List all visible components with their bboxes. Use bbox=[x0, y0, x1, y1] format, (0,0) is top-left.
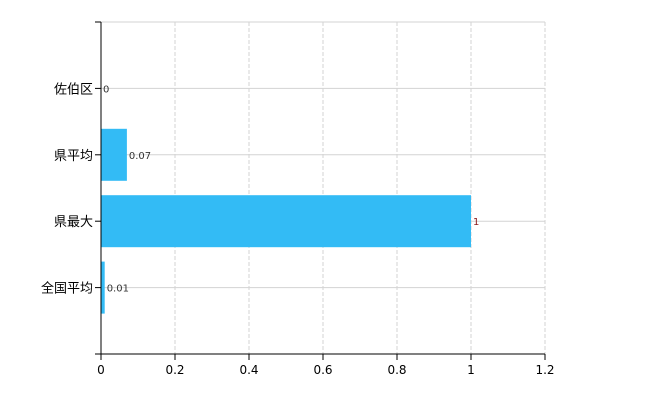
data-label: 0 bbox=[103, 84, 109, 95]
data-label: 0.01 bbox=[107, 284, 129, 295]
bar bbox=[101, 261, 105, 314]
y-tick-label: 佐伯区 bbox=[54, 82, 93, 97]
x-tick-label: 0.6 bbox=[313, 363, 332, 377]
y-tick-label: 全国平均 bbox=[41, 281, 93, 297]
bar bbox=[101, 195, 471, 248]
x-tick-label: 0.4 bbox=[239, 363, 258, 377]
x-tick-label: 0 bbox=[97, 363, 105, 377]
bar bbox=[101, 128, 127, 181]
data-label: 0.07 bbox=[129, 151, 151, 162]
y-tick-label: 県最大 bbox=[54, 215, 93, 230]
data-label: 1 bbox=[473, 217, 479, 228]
x-tick-label: 0.2 bbox=[165, 363, 184, 377]
y-tick-label: 県平均 bbox=[54, 149, 93, 164]
x-tick-label: 1.2 bbox=[535, 363, 554, 377]
x-tick-label: 0.8 bbox=[387, 363, 406, 377]
x-tick-label: 1 bbox=[467, 363, 475, 377]
